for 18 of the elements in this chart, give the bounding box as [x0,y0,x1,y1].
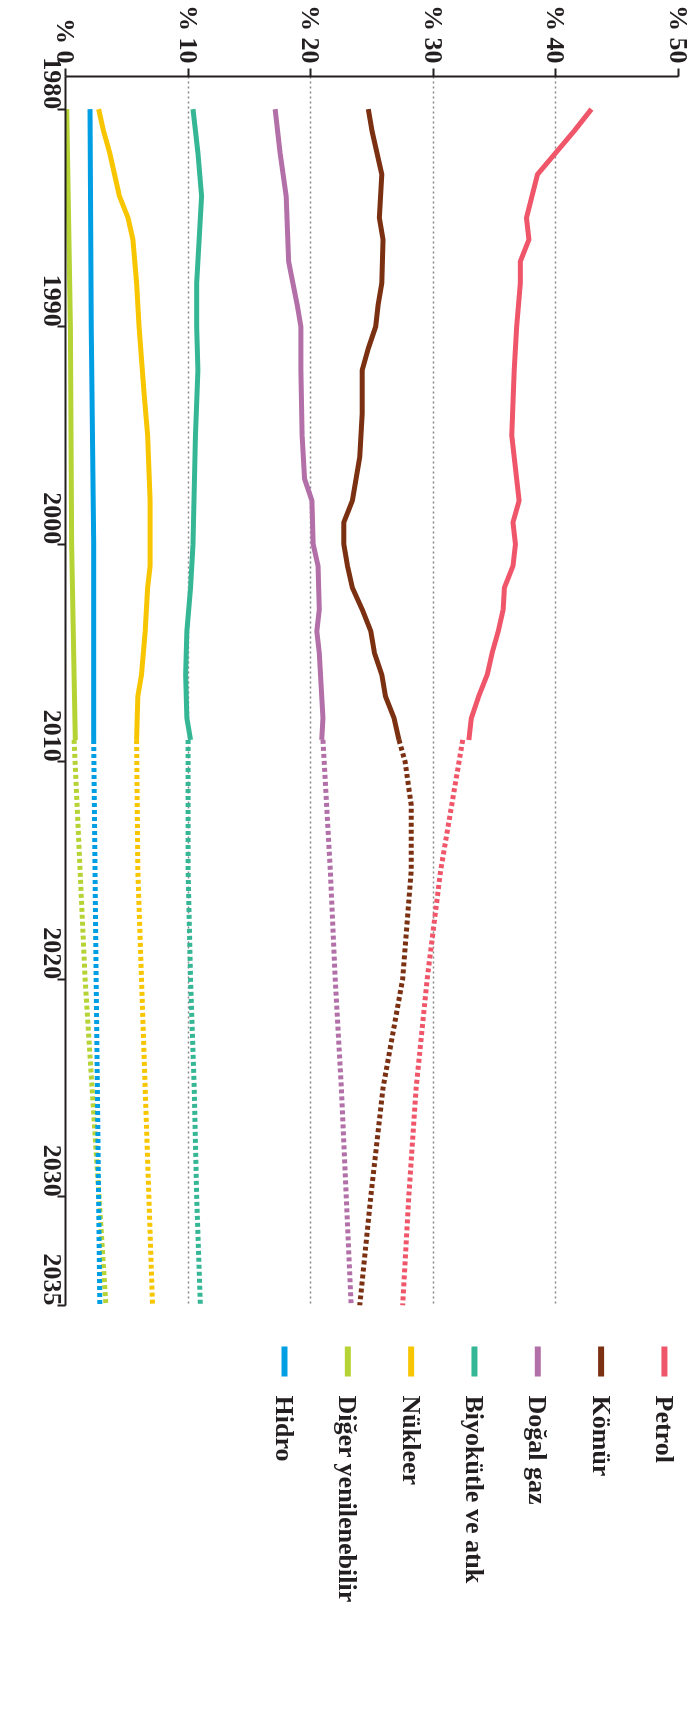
legend-label: Hidro [269,1395,299,1462]
x-tick-label: % 20 [296,5,326,64]
legend-label: Diğer yenilenebilir [333,1395,363,1603]
x-tick-label: % 10 [173,5,203,64]
x-tick-label: % 40 [541,5,571,64]
y-tick-label: 2000 [38,492,67,545]
y-tick-label: 2035 [38,1253,67,1306]
legend-label: Petrol [649,1395,679,1463]
y-tick-label: 2020 [38,927,67,980]
legend-label: Doğal gaz [523,1395,553,1505]
legend-label: Kömür [586,1395,616,1477]
y-tick-label: 2010 [38,709,67,762]
x-tick-label: % 50 [664,5,693,64]
x-tick-label: % 30 [418,5,448,64]
y-tick-label: 2030 [38,1144,67,1197]
y-tick-label: 1990 [38,274,67,327]
legend-label: Nükleer [396,1395,426,1486]
legend-label: Biyokütle ve atık [459,1395,489,1584]
